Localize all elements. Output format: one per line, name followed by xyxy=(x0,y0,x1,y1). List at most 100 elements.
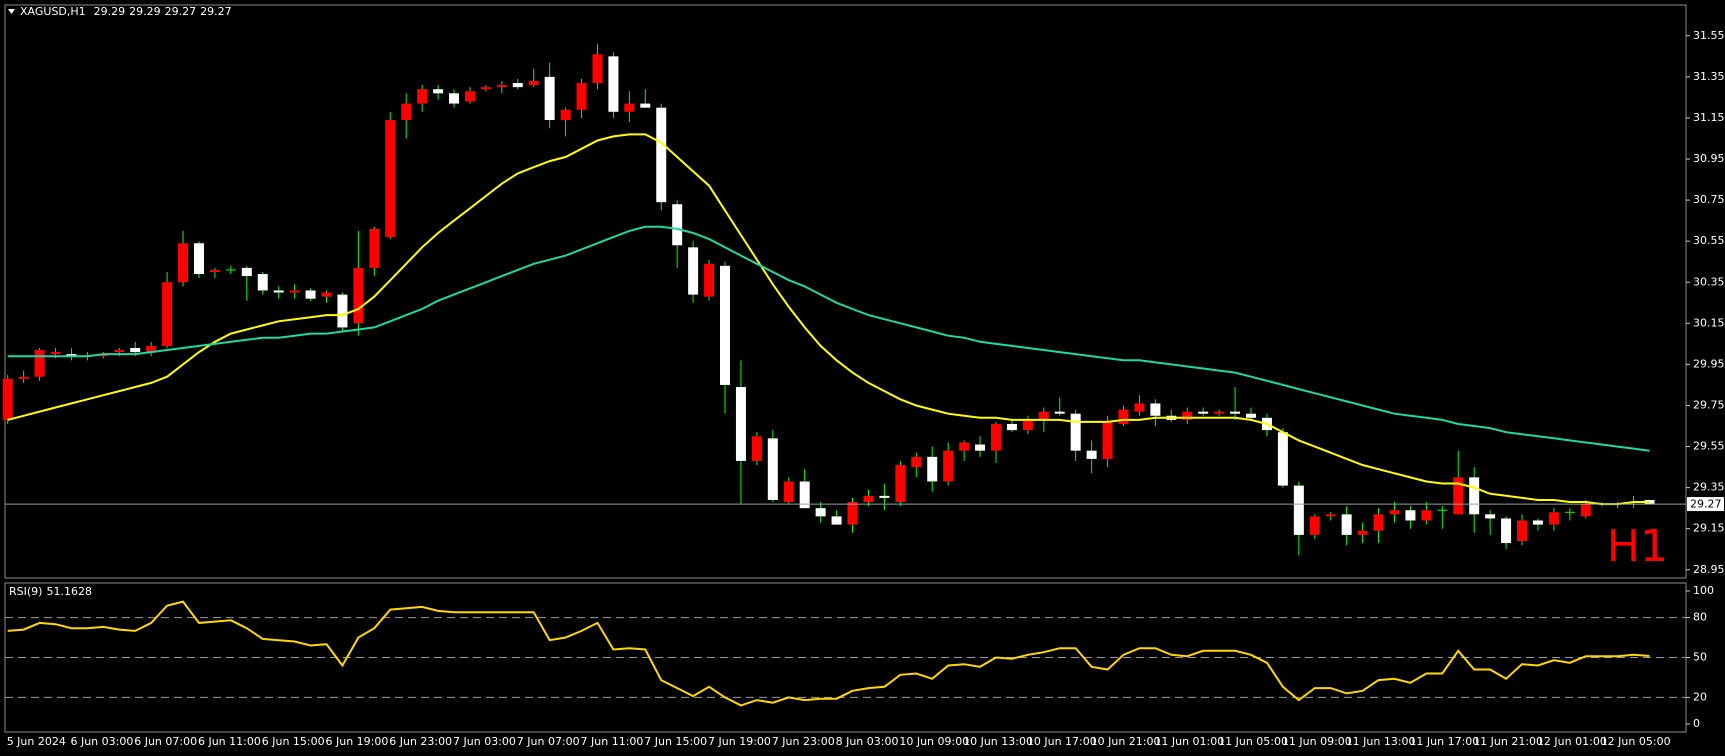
rsi-y-tick-label: 100 xyxy=(1693,584,1714,597)
candle-body xyxy=(2,378,13,420)
candle-body xyxy=(783,481,794,503)
moving-average xyxy=(7,225,1650,452)
candle-body xyxy=(751,436,762,461)
header-low: 29.27 xyxy=(165,5,197,18)
y-tick-label: 29.75 xyxy=(1693,398,1725,411)
rsi-line xyxy=(7,600,1650,707)
rsi-y-tick-label: 80 xyxy=(1693,611,1707,624)
candle-body xyxy=(417,89,428,104)
candle-body xyxy=(66,354,77,357)
candle-body xyxy=(815,508,826,517)
candle-body xyxy=(1485,514,1496,519)
candle-body xyxy=(1230,411,1241,414)
rsi-value: 51.1628 xyxy=(46,585,92,598)
candle-body xyxy=(1246,413,1257,418)
x-tick-label: 7 Jun 19:00 xyxy=(708,735,771,748)
candle-body xyxy=(401,103,412,121)
x-tick-label: 6 Jun 07:00 xyxy=(134,735,197,748)
candle-body xyxy=(337,294,348,328)
x-tick-label: 7 Jun 11:00 xyxy=(581,735,644,748)
candle-body xyxy=(592,54,603,84)
y-tick-label: 31.55 xyxy=(1693,29,1725,42)
candle-body xyxy=(353,267,364,324)
x-tick-label: 7 Jun 23:00 xyxy=(772,735,835,748)
price-label-box xyxy=(1687,497,1724,512)
candle-body xyxy=(1086,450,1097,459)
y-tick-label: 28.95 xyxy=(1693,563,1725,576)
candle-body xyxy=(911,456,922,468)
candle-body xyxy=(1054,411,1065,414)
candle-body xyxy=(321,292,332,297)
candle-body xyxy=(672,204,683,246)
y-tick-label: 30.35 xyxy=(1693,275,1725,288)
candle-body xyxy=(624,103,635,112)
x-tick-label: 10 Jun 21:00 xyxy=(1091,735,1161,748)
candle-body xyxy=(369,228,380,268)
candle-body xyxy=(305,290,316,299)
candle-body xyxy=(656,107,667,203)
candle-body xyxy=(1421,510,1432,521)
candle-body xyxy=(1022,419,1033,431)
candle-body xyxy=(1102,421,1113,459)
candle-body xyxy=(1150,403,1161,416)
rsi-title: RSI(9) xyxy=(9,585,42,598)
candle-body xyxy=(544,76,555,121)
x-tick-label: 5 Jun 2024 xyxy=(7,735,66,748)
candle-body xyxy=(528,80,539,86)
candle-body xyxy=(1389,510,1400,515)
candle-body xyxy=(895,465,906,503)
candle-body xyxy=(34,350,45,377)
candle-body xyxy=(146,345,157,353)
x-tick-label: 11 Jun 01:00 xyxy=(1154,735,1224,748)
candle-body xyxy=(257,274,268,291)
candle-body xyxy=(560,109,571,121)
x-tick-label: 6 Jun 11:00 xyxy=(198,735,261,748)
candle-body xyxy=(927,456,938,482)
candle-body xyxy=(98,354,109,357)
candle-body xyxy=(799,481,810,509)
candle-body xyxy=(162,282,173,346)
candle-body xyxy=(608,56,619,112)
chart-header: XAGUSD,H1 29.29 29.29 29.27 29.27 xyxy=(20,5,232,18)
x-tick-label: 6 Jun 03:00 xyxy=(70,735,133,748)
x-tick-label: 12 Jun 01:00 xyxy=(1537,735,1607,748)
candle-body xyxy=(1469,477,1480,515)
candle-body xyxy=(1325,514,1336,517)
candle-body xyxy=(1182,411,1193,420)
candle-body xyxy=(1644,499,1655,505)
y-tick-label: 30.75 xyxy=(1693,193,1725,206)
candle-body xyxy=(1532,520,1543,525)
candle-body xyxy=(975,444,986,451)
candle-body xyxy=(50,352,61,355)
moving-average xyxy=(7,133,1650,506)
y-tick-label: 29.15 xyxy=(1693,522,1725,535)
x-tick-label: 6 Jun 23:00 xyxy=(389,735,452,748)
candle-body xyxy=(289,290,300,293)
candle-body xyxy=(831,516,842,525)
candle-body xyxy=(1405,510,1416,521)
candle-body xyxy=(1134,403,1145,412)
candle-body xyxy=(1070,413,1081,451)
candle-body xyxy=(1517,520,1527,542)
candle-body xyxy=(1548,512,1559,525)
y-tick-label: 29.55 xyxy=(1693,440,1725,453)
timeframe-watermark: H1 xyxy=(1607,521,1668,572)
menu-triangle[interactable] xyxy=(8,9,15,14)
candle-body xyxy=(273,290,284,293)
y-tick-label: 31.15 xyxy=(1693,111,1725,124)
candle-body xyxy=(1501,518,1512,544)
candle-body xyxy=(640,103,651,108)
candle-body xyxy=(1580,504,1591,517)
x-tick-label: 6 Jun 15:00 xyxy=(262,735,325,748)
candle-body xyxy=(193,243,204,275)
candle-body xyxy=(1309,516,1320,535)
x-tick-label: 7 Jun 03:00 xyxy=(453,735,516,748)
candle-body xyxy=(480,87,491,90)
candle-body xyxy=(1357,530,1368,535)
x-tick-label: 6 Jun 19:00 xyxy=(326,735,389,748)
price-label: 29.27 xyxy=(1690,498,1722,511)
rsi-y-tick-label: 20 xyxy=(1693,690,1707,703)
candle-body xyxy=(1118,409,1129,424)
